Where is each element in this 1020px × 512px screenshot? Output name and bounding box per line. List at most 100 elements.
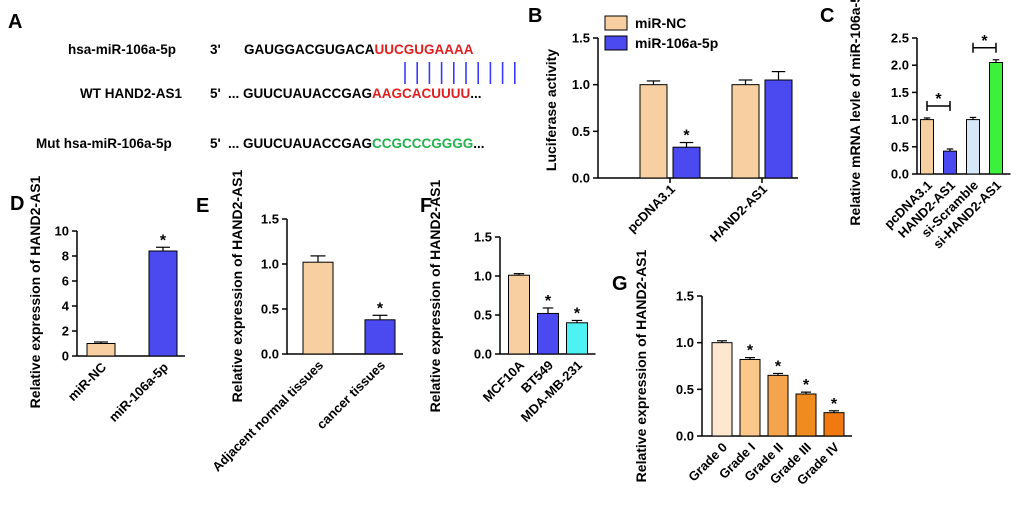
y-tick-label: 0.5 — [676, 382, 694, 397]
y-tick-label: 1.0 — [891, 112, 909, 127]
legend-swatch — [604, 35, 628, 51]
significance-star: * — [935, 91, 942, 108]
y-tick-label: 8 — [62, 249, 69, 264]
panel-letter-b: B — [528, 5, 542, 27]
seq-mirna: GAUGGACGUGACAUUCGUGAAAA — [244, 42, 474, 57]
chart-panel-c: 0.0 0.5 1.0 1.5 2.0 2.5 Relative mRNA levle of… — [847, 0, 1011, 251]
seq-mut-tail: ... — [473, 136, 484, 151]
y-tick-label: 0.5 — [572, 124, 590, 139]
y-tick-label: 1.0 — [676, 335, 694, 350]
bar — [639, 84, 668, 179]
seq-wt-black: ... GUUCUAUACCGAG — [228, 86, 372, 101]
bar — [711, 342, 733, 437]
y-tick-label: 0.0 — [572, 171, 590, 186]
significance-star: * — [831, 396, 838, 413]
y-axis-title: Relative mRNA levle of miR-106a-5p — [847, 0, 863, 226]
panel-a-sequences: hsa-miR-106a-5p 3' GAUGGACGUGACAUUCGUGAA… — [36, 42, 516, 151]
seq-wt-site: AAGCACUUUU — [372, 86, 470, 101]
significance-star: * — [747, 343, 754, 360]
y-tick-label: 0.5 — [261, 302, 279, 317]
y-tick-label: 10 — [55, 224, 69, 239]
legend-label: miR-NC — [635, 15, 686, 31]
bar — [943, 150, 957, 175]
chart-panel-d: 0 2 4 6 8 10 Relative expression of HAND2-AS1 m… — [27, 175, 185, 425]
seq-label-mirna: hsa-miR-106a-5p — [68, 42, 176, 57]
y-tick-label: 1.5 — [891, 85, 909, 100]
seq-label-wt: WT HAND2-AS1 — [80, 86, 182, 101]
bar — [795, 393, 817, 437]
panel-letter-e: E — [196, 195, 209, 217]
x-category-label: miR-106a-5p — [106, 359, 171, 424]
y-tick-label: 0.0 — [891, 167, 909, 182]
bar — [920, 119, 934, 175]
x-category-label: Adjacent normal tissues — [209, 358, 326, 475]
y-tick-label: 1.5 — [261, 212, 279, 227]
bar — [731, 84, 760, 179]
y-tick-label: 1.5 — [676, 289, 694, 304]
chart-panel-f: 0.0 0.5 1.0 1.5 Relative expression of HAND2… — [427, 179, 596, 425]
bar — [764, 79, 793, 179]
seq-end-wt: 5' — [210, 86, 221, 101]
significance-star: * — [775, 358, 782, 375]
y-tick-label: 1.5 — [474, 230, 492, 245]
seq-mut-black: ... GUUCUAUACCGAG — [228, 136, 372, 151]
bar — [302, 261, 334, 355]
seq-mut-site: CCGCCCGGGG — [372, 136, 473, 151]
y-axis-title: Relative expression of HAND2-AS1 — [229, 169, 245, 402]
panel-letter-a: A — [8, 11, 22, 33]
y-tick-label: 0.0 — [676, 429, 694, 444]
panel-letter-c: C — [820, 5, 834, 27]
seq-label-mut: Mut hsa-miR-106a-5p — [36, 136, 172, 151]
bar — [148, 250, 178, 357]
panel-letter-g: G — [612, 273, 628, 295]
y-tick-label: 2.5 — [891, 31, 909, 46]
x-category-label: HAND2-AS1 — [707, 182, 770, 245]
bar — [767, 374, 789, 437]
y-axis-title: Relative expression of HAND2-AS1 — [633, 249, 649, 482]
panel-letter-f: F — [420, 195, 432, 217]
bar — [966, 119, 980, 175]
seq-end-mut: 5' — [210, 136, 221, 151]
seq-wt: ... GUUCUAUACCGAGAAGCACUUUU... — [228, 86, 482, 101]
y-tick-label: 0.0 — [261, 347, 279, 362]
seq-wt-tail: ... — [470, 86, 481, 101]
bar — [989, 61, 1003, 175]
legend-label: miR-106a-5p — [635, 35, 718, 51]
y-tick-label: 6 — [62, 274, 69, 289]
y-tick-label: 2 — [62, 324, 69, 339]
seq-mirna-seed: UUCGUGAAAA — [375, 42, 474, 57]
significance-star: * — [160, 232, 167, 249]
chart-panel-g: 0.0 0.5 1.0 1.5 Relative expression of HAND2… — [633, 249, 852, 488]
bar — [364, 319, 396, 355]
significance-star: * — [981, 33, 988, 50]
y-tick-label: 1.0 — [261, 257, 279, 272]
seq-mut: ... GUUCUAUACCGAGCCGCCCGGGG... — [228, 136, 485, 151]
chart-panel-e: 0.0 0.5 1.0 1.5 Relative expression of HAND2… — [209, 169, 403, 474]
y-axis-title: Luciferase activity — [543, 49, 559, 171]
bar — [739, 358, 761, 437]
y-tick-label: 4 — [62, 299, 70, 314]
y-tick-label: 1.0 — [474, 269, 492, 284]
y-tick-label: 0.5 — [474, 308, 492, 323]
x-category-label: miR-NC — [65, 359, 110, 404]
bar — [672, 146, 701, 179]
y-axis-title: Relative expression of HAND2-AS1 — [427, 179, 443, 412]
y-tick-label: 0.0 — [474, 347, 492, 362]
bar — [537, 312, 559, 355]
seq-end-mirna: 3' — [210, 42, 221, 57]
bar — [508, 274, 530, 355]
significance-star: * — [377, 300, 384, 317]
base-pair-lines — [404, 62, 516, 84]
significance-star: * — [683, 128, 690, 145]
legend-swatch — [604, 15, 628, 31]
x-category-label: MCF10A — [480, 357, 528, 405]
seq-mirna-black: GAUGGACGUGACA — [244, 42, 375, 57]
bar — [566, 322, 588, 355]
significance-star: * — [545, 293, 552, 310]
y-tick-label: 1.0 — [572, 77, 590, 92]
y-axis-title: Relative expression of HAND2-AS1 — [27, 175, 43, 408]
bar — [86, 343, 116, 357]
panel-letter-d: D — [10, 193, 24, 215]
y-tick-label: 0.5 — [891, 139, 909, 154]
